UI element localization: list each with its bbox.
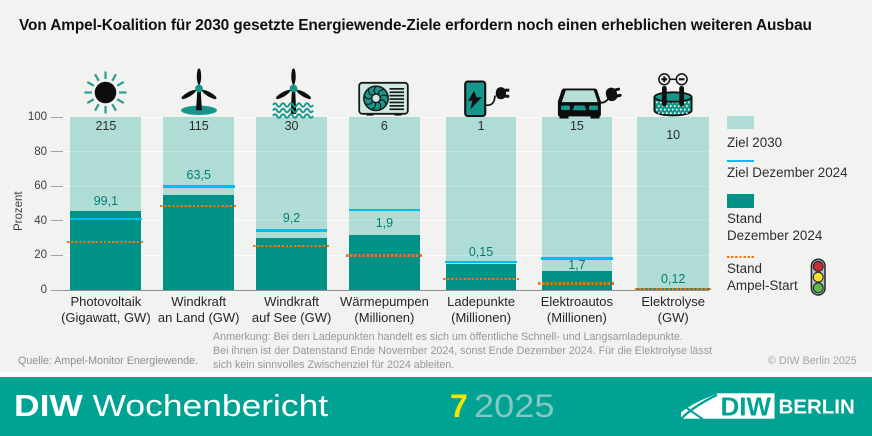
svg-text:BERLIN: BERLIN: [779, 395, 855, 418]
svg-text:DIW: DIW: [721, 392, 772, 422]
